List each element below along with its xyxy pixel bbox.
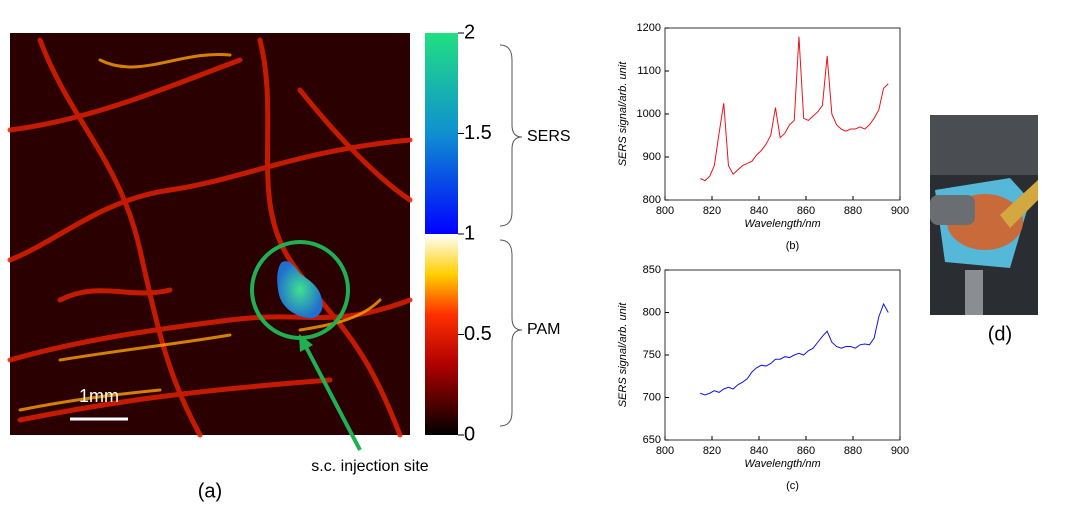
y-tick-label: 750 xyxy=(643,349,661,361)
plot-frame xyxy=(664,269,901,441)
x-axis-label: Wavelength/nm xyxy=(744,218,820,230)
colorbar-tick-label: 1.5 xyxy=(464,122,492,144)
y-tick-label: 700 xyxy=(643,391,661,403)
photo: (d) xyxy=(930,115,1038,345)
x-tick-label: 840 xyxy=(750,445,768,457)
x-axis-label: Wavelength/nm xyxy=(744,458,820,470)
x-tick-label: 860 xyxy=(797,205,815,217)
data-line xyxy=(700,36,889,182)
colorbar-tick-label: 0 xyxy=(464,423,475,445)
x-tick-label: 900 xyxy=(891,205,909,217)
y-tick-label: 800 xyxy=(643,306,661,318)
data-line xyxy=(700,302,889,396)
x-tick-label: 840 xyxy=(750,205,768,217)
y-tick-label: 1200 xyxy=(637,22,661,34)
x-tick-label: 880 xyxy=(844,205,862,217)
y-tick-label: 1000 xyxy=(637,108,661,120)
panel-label: (a) xyxy=(198,480,222,502)
y-tick-label: 900 xyxy=(643,151,661,163)
y-tick-label: 800 xyxy=(643,194,661,206)
y-tick-label: 850 xyxy=(643,264,661,276)
y-axis-label: SERS signal/arb. unit xyxy=(617,302,629,407)
x-tick-label: 820 xyxy=(703,445,721,457)
x-tick-label: 860 xyxy=(797,445,815,457)
y-axis-label: SERS signal/arb. unit xyxy=(617,61,629,166)
x-tick-label: 880 xyxy=(844,445,862,457)
group-label: PAM xyxy=(527,321,560,338)
colorbar-tick-label: 1 xyxy=(464,222,475,244)
y-tick-label: 650 xyxy=(643,434,661,446)
scale-bar-label: 1mm xyxy=(79,386,119,406)
colorbar: SERS PAM xyxy=(425,33,571,435)
panel-label: (c) xyxy=(786,480,799,492)
colorbar-tick-label: 2 xyxy=(464,21,475,43)
line-chart: 800 820 840 860 880 900 800 900 1000 1100 1200 Wave… xyxy=(617,22,909,252)
x-tick-label: 820 xyxy=(703,205,721,217)
x-tick-label: 800 xyxy=(656,445,674,457)
x-tick-label: 900 xyxy=(891,445,909,457)
annotation: s.c. injection site xyxy=(311,458,428,475)
panel-label: (b) xyxy=(786,240,799,252)
line-chart: 800 820 840 860 880 900 650 700 750 800 850 Wavelen… xyxy=(617,264,909,492)
colorbar-tick-label: 0.5 xyxy=(464,323,492,345)
panel-label: (d) xyxy=(988,323,1012,345)
plot-frame xyxy=(664,27,901,201)
x-tick-label: 800 xyxy=(656,205,674,217)
group-label: SERS xyxy=(527,128,571,145)
pam-image: 1mm s.c. injection site (a) xyxy=(7,33,429,502)
y-tick-label: 1100 xyxy=(637,65,661,77)
